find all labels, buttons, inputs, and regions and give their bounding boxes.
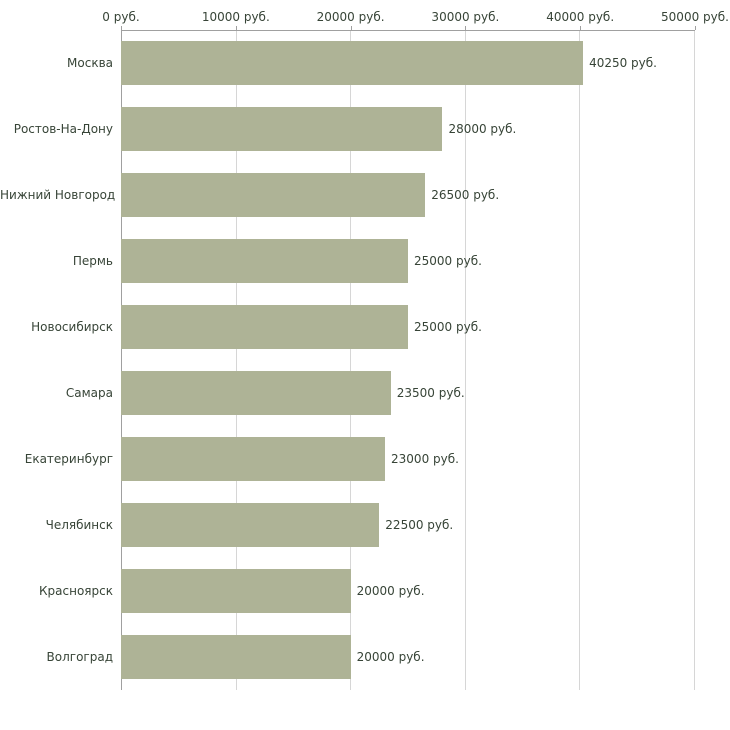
- bar: [121, 41, 584, 85]
- x-tick-mark: [121, 26, 122, 30]
- bar: [121, 173, 426, 217]
- gridline: [579, 31, 581, 690]
- bar: [121, 437, 386, 481]
- value-label: 25000 руб.: [414, 320, 482, 334]
- bar-row: Красноярск 20000 руб.: [0, 558, 695, 624]
- bar: [121, 239, 408, 283]
- bar-track: 23500 руб.: [121, 371, 695, 415]
- category-label: Красноярск: [39, 584, 113, 598]
- category-label: Ростов-На-Дону: [13, 122, 113, 136]
- category-label: Москва: [67, 56, 113, 70]
- bar-track: 28000 руб.: [121, 107, 695, 151]
- x-tick-mark: [580, 26, 582, 30]
- bar-row: Новосибирск 25000 руб.: [0, 294, 695, 360]
- value-label: 22500 руб.: [385, 518, 454, 532]
- bar-track: 20000 руб.: [121, 569, 695, 613]
- gridline: [694, 31, 695, 690]
- category-label: Нижний Новгород: [0, 188, 116, 202]
- x-tick-label: 10000 руб.: [201, 10, 270, 24]
- category-label: Новосибирск: [31, 320, 113, 334]
- category-label: Челябинск: [45, 518, 113, 532]
- gridline: [350, 31, 352, 690]
- bar-track: 26500 руб.: [121, 173, 695, 217]
- gridline: [464, 31, 466, 690]
- x-axis: 0 руб. 10000 руб. 20000 руб. 30000 руб. 4000…: [102, 0, 729, 30]
- category-label: Самара: [65, 386, 113, 400]
- value-label: 28000 руб.: [448, 122, 517, 136]
- bar-row: Пермь 25000 руб.: [0, 228, 695, 294]
- category-label: Пермь: [72, 254, 113, 268]
- value-label: 20000 руб.: [356, 584, 425, 598]
- bar: [121, 107, 443, 151]
- x-tick-label: 40000 руб.: [546, 10, 615, 24]
- bar-track: 20000 руб.: [121, 635, 695, 679]
- value-label: 20000 руб.: [356, 650, 425, 664]
- gridline: [235, 31, 237, 690]
- bar-track: 23000 руб.: [121, 437, 695, 481]
- category-label: Волгоград: [46, 650, 113, 664]
- bar-track: 25000 руб.: [121, 305, 695, 349]
- category-label: Екатеринбург: [24, 452, 113, 466]
- bar-row: Волгоград 20000 руб.: [0, 624, 695, 690]
- x-tick-label: 20000 руб.: [316, 10, 385, 24]
- bar-row: Ростов-На-Дону 28000 руб.: [0, 96, 695, 162]
- bar: [121, 569, 351, 613]
- bar-row: Нижний Новгород 26500 руб.: [0, 162, 695, 228]
- bar: [121, 503, 380, 547]
- bar-row: Челябинск 22500 руб.: [0, 492, 695, 558]
- bar-row: Екатеринбург 23000 руб.: [0, 426, 695, 492]
- bar-track: 40250 руб.: [121, 41, 695, 85]
- bar-track: 22500 руб.: [121, 503, 695, 547]
- x-tick-label: 30000 руб.: [431, 10, 500, 24]
- value-label: 40250 руб.: [589, 56, 657, 70]
- x-tick-label: 0 руб.: [102, 10, 140, 24]
- x-tick-mark: [695, 26, 696, 30]
- value-label: 23000 руб.: [391, 452, 459, 466]
- chart-rows: Москва 40250 руб. Ростов-На-Дону 28000 р…: [0, 30, 695, 690]
- value-label: 23500 руб.: [396, 386, 465, 400]
- x-tick-label: 50000 руб.: [661, 10, 729, 24]
- bar: [121, 635, 351, 679]
- bar-row: Москва 40250 руб.: [0, 30, 695, 96]
- bar: [121, 371, 391, 415]
- value-label: 25000 руб.: [414, 254, 482, 268]
- bar-row: Самара 23500 руб.: [0, 360, 695, 426]
- value-label: 26500 руб.: [431, 188, 500, 202]
- plot-area: [121, 30, 695, 690]
- bar: [121, 305, 408, 349]
- x-tick-mark: [235, 26, 237, 30]
- bar-track: 25000 руб.: [121, 239, 695, 283]
- x-tick-mark: [350, 26, 352, 30]
- x-tick-mark: [465, 26, 467, 30]
